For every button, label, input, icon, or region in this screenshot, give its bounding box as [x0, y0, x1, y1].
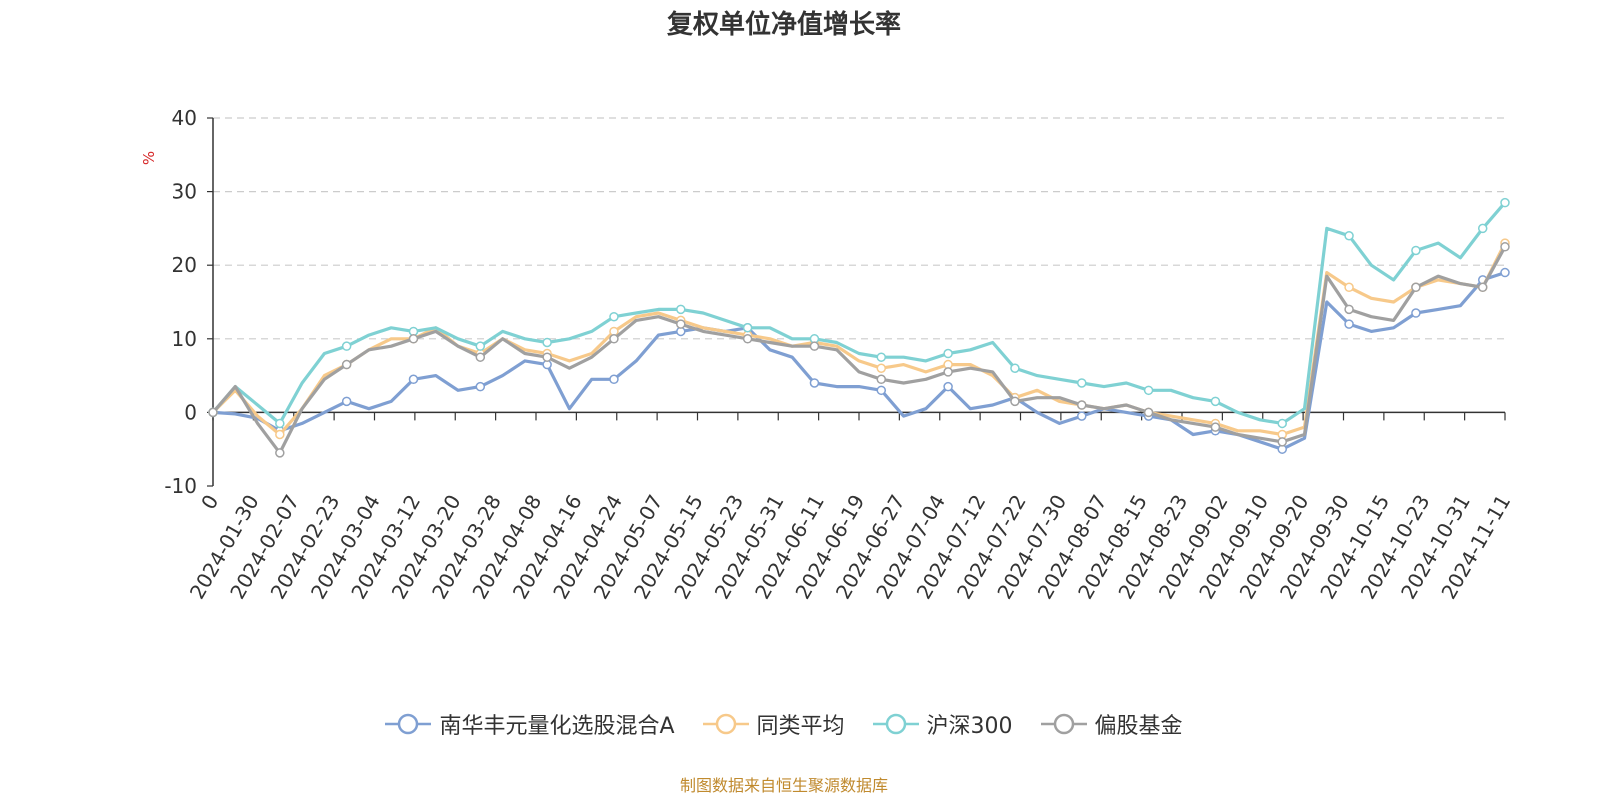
legend-marker-icon — [702, 713, 749, 735]
data-point — [1344, 231, 1354, 241]
data-point — [475, 381, 486, 392]
data-point — [609, 311, 619, 322]
data-point — [1010, 396, 1020, 407]
data-point — [542, 352, 552, 362]
data-point — [1344, 282, 1354, 293]
data-point — [1477, 223, 1488, 234]
series-line-1 — [211, 242, 1507, 437]
legend: 南华丰元量化选股混合A 同类平均 沪深300 偏股基金 — [0, 708, 1568, 740]
y-tick-label: 0 — [184, 400, 197, 424]
data-point — [341, 341, 352, 351]
legend-label: 南华丰元量化选股混合A — [439, 714, 675, 739]
data-point — [676, 304, 686, 315]
y-tick-label: 10 — [172, 327, 197, 351]
data-point — [1411, 282, 1421, 293]
y-axis-unit: % — [140, 151, 158, 165]
data-point — [1277, 418, 1287, 429]
y-tick-label: -10 — [164, 474, 197, 498]
y-tick-label: 20 — [172, 253, 197, 277]
legend-item[interactable]: 沪深300 — [872, 708, 1013, 740]
y-tick-label: 30 — [172, 180, 197, 204]
data-point — [475, 341, 486, 351]
line-chart: -10010203040%02024-01-302024-02-072024-0… — [140, 106, 1515, 603]
series-line-2 — [211, 201, 1507, 425]
legend-label: 同类平均 — [756, 714, 845, 739]
data-point — [1477, 282, 1488, 293]
source-note: 制图数据来自恒生聚源数据库 — [679, 776, 888, 795]
data-point — [609, 334, 619, 344]
data-point — [1077, 378, 1087, 388]
data-point — [1411, 245, 1421, 256]
data-point — [475, 352, 486, 362]
data-point — [742, 334, 753, 344]
data-point — [1411, 308, 1421, 318]
data-point — [1077, 400, 1087, 410]
legend-label: 偏股基金 — [1094, 714, 1183, 739]
data-point — [1500, 197, 1510, 208]
x-tick-label: 0 — [196, 491, 223, 514]
series-line-3 — [211, 246, 1507, 455]
chart-title: 复权单位净值增长率 — [666, 10, 901, 40]
data-point — [876, 385, 887, 396]
data-point — [1500, 267, 1510, 278]
series-line-0 — [212, 271, 1506, 451]
data-point — [208, 407, 218, 418]
series-markers-3 — [208, 242, 1510, 458]
data-point — [1010, 363, 1020, 373]
data-point — [943, 367, 953, 377]
data-point — [676, 319, 686, 329]
data-point — [609, 374, 619, 385]
legend-item[interactable]: 同类平均 — [702, 708, 845, 740]
legend-label: 沪深300 — [926, 714, 1013, 739]
data-point — [1143, 385, 1154, 396]
data-point — [1344, 304, 1354, 315]
data-point — [943, 348, 953, 359]
legend-marker-icon — [1040, 713, 1087, 735]
legend-marker-icon — [872, 713, 919, 735]
data-point — [341, 359, 352, 370]
data-point — [408, 334, 419, 344]
y-tick-label: 40 — [172, 106, 197, 130]
data-point — [542, 337, 552, 348]
data-point — [809, 378, 820, 388]
data-point — [408, 374, 419, 385]
data-point — [341, 396, 352, 407]
data-point — [1210, 396, 1221, 407]
data-point — [1500, 242, 1510, 252]
data-point — [943, 381, 953, 392]
data-point — [1077, 411, 1087, 421]
data-point — [1210, 422, 1221, 432]
legend-item[interactable]: 南华丰元量化选股混合A — [385, 708, 675, 740]
data-point — [275, 448, 285, 458]
data-point — [275, 418, 285, 429]
legend-marker-icon — [385, 713, 432, 735]
data-point — [809, 341, 820, 351]
data-point — [1277, 437, 1287, 447]
legend-item[interactable]: 偏股基金 — [1040, 708, 1183, 740]
data-point — [876, 352, 887, 362]
data-point — [876, 363, 887, 373]
data-point — [1344, 319, 1354, 329]
data-point — [275, 429, 285, 440]
data-point — [876, 374, 887, 385]
data-point — [1143, 407, 1154, 418]
data-point — [742, 323, 753, 333]
series-markers-2 — [208, 197, 1510, 429]
